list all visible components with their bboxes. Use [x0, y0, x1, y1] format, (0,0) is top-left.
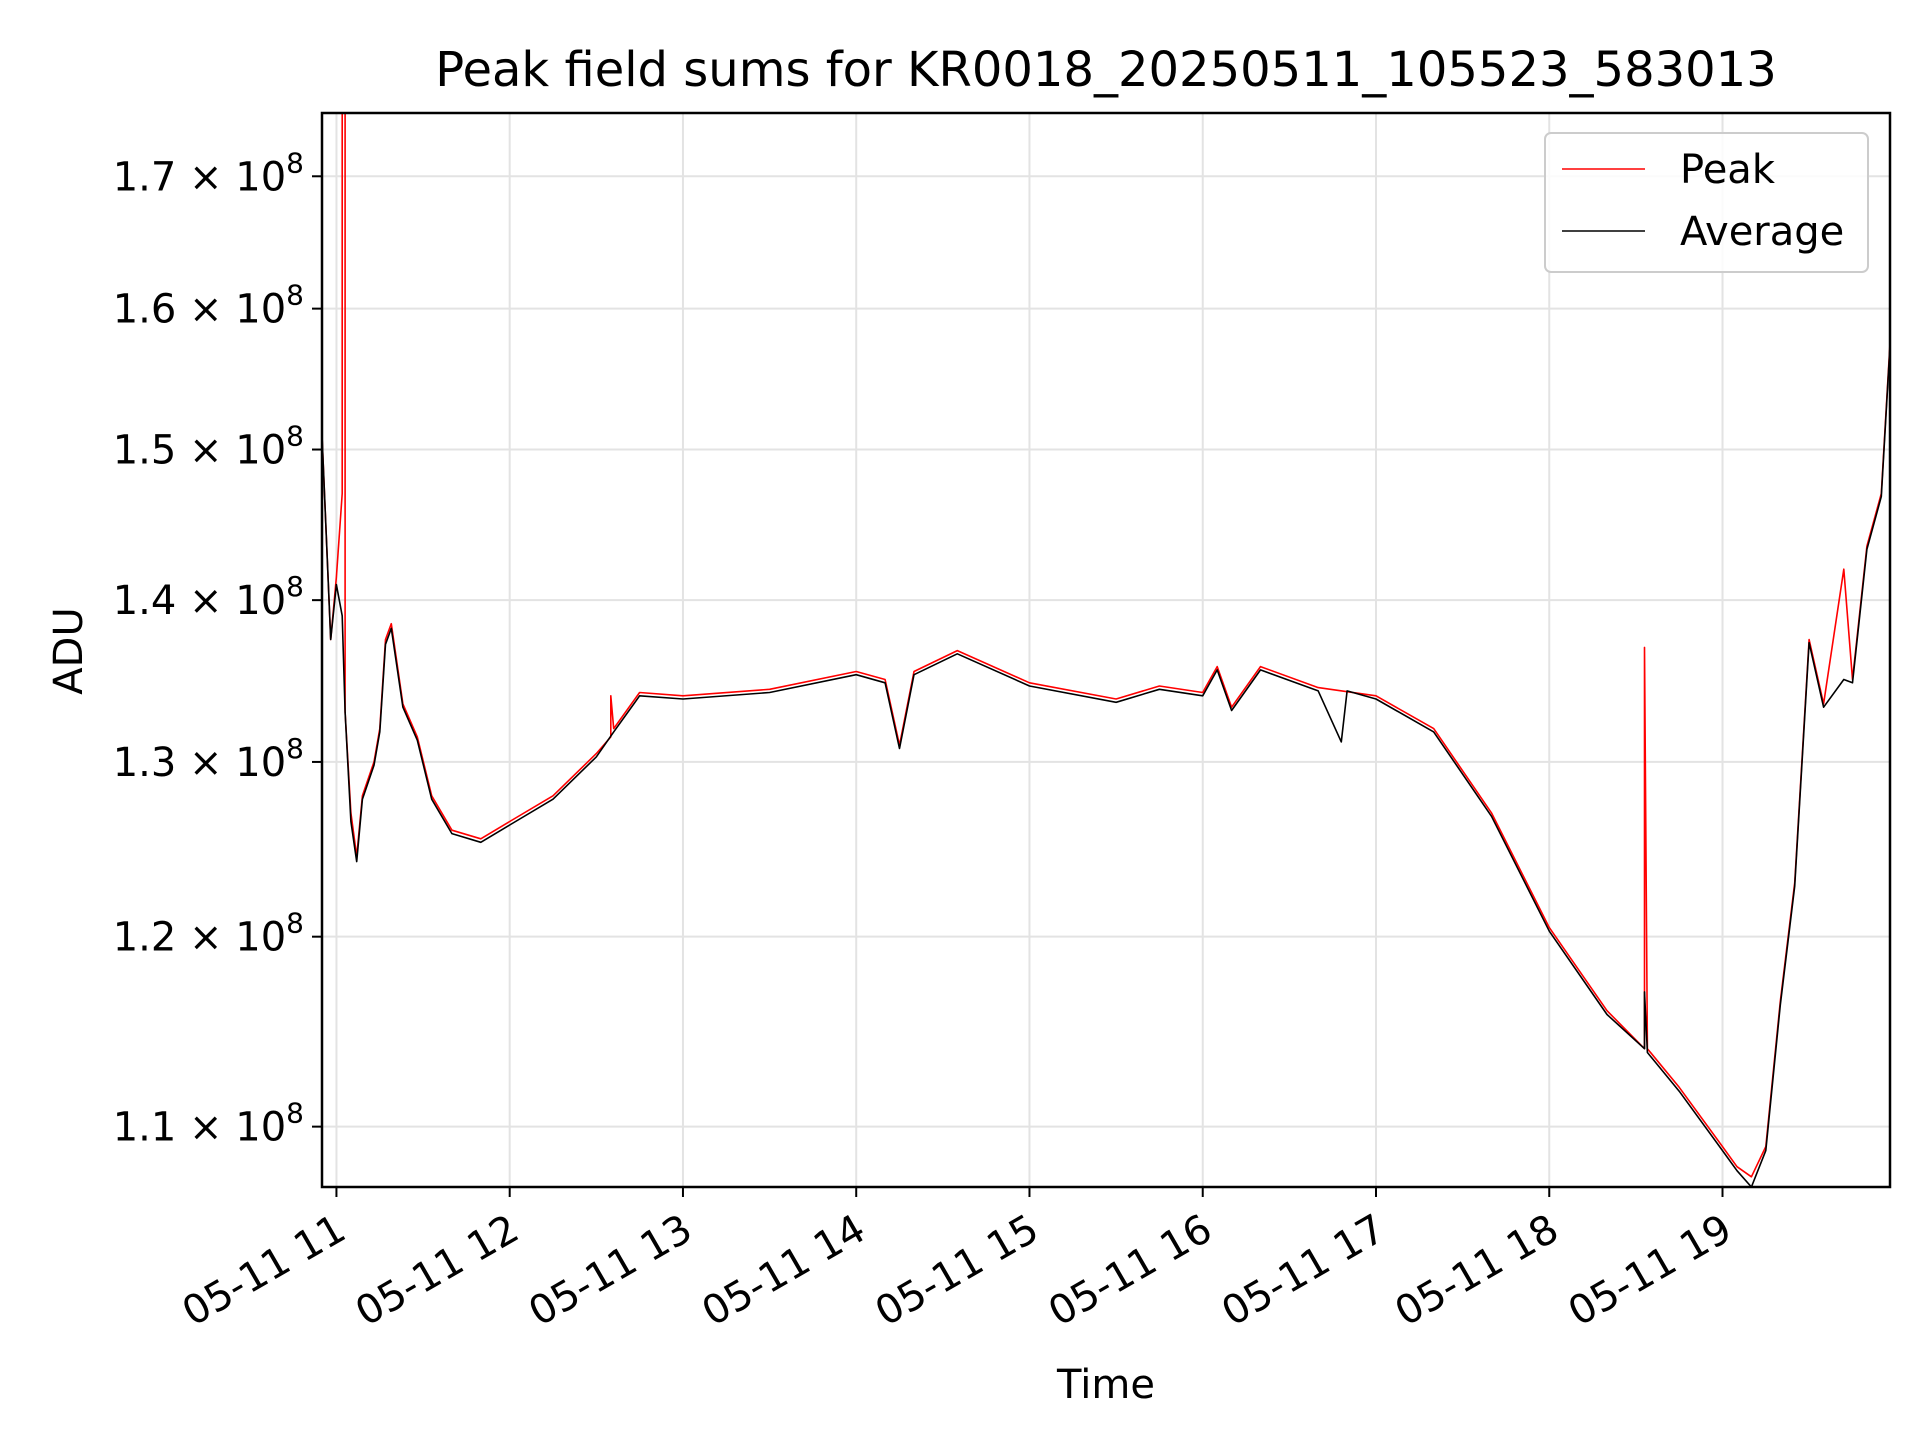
series-layer: [322, 113, 1890, 1187]
y-tick-exponent: 8: [286, 146, 304, 179]
y-tick-mantissa: 1.2: [113, 915, 177, 961]
y-tick-exponent: 8: [286, 420, 304, 453]
y-tick-base: 10: [235, 915, 286, 961]
y-tick-label: 1.5 × 108: [113, 420, 304, 474]
y-tick-label: 1.7 × 108: [113, 146, 304, 200]
y-tick-base: 10: [235, 428, 286, 474]
legend: Peak Average: [1544, 132, 1869, 273]
legend-box: [1544, 132, 1869, 273]
y-tick-base: 10: [235, 578, 286, 624]
legend-peak-label: Peak: [1680, 147, 1776, 193]
y-tick-exponent: 8: [286, 279, 304, 312]
y-tick-label: 1.4 × 108: [113, 570, 304, 624]
y-tick-base: 10: [235, 1105, 286, 1151]
y-tick-label: 1.3 × 108: [113, 732, 304, 786]
y-tick-times: ×: [176, 578, 235, 624]
y-tick-exponent: 8: [286, 732, 304, 765]
y-tick-times: ×: [176, 154, 235, 200]
series-average-line: [322, 345, 1890, 1187]
y-tick-times: ×: [176, 1105, 235, 1151]
y-tick-exponent: 8: [286, 907, 304, 940]
y-tick-mantissa: 1.6: [113, 287, 177, 333]
y-tick-times: ×: [176, 740, 235, 786]
x-axis-title: Time: [1056, 1362, 1155, 1408]
y-axis-title: ADU: [46, 607, 92, 694]
y-tick-mantissa: 1.7: [113, 154, 177, 200]
plot-frame: [320, 111, 1892, 1189]
y-tick-label: 1.6 × 108: [113, 279, 304, 333]
y-tick-mantissa: 1.1: [113, 1105, 177, 1151]
chart-title: Peak field sums for KR0018_20250511_1055…: [435, 42, 1777, 98]
y-tick-base: 10: [235, 154, 286, 200]
y-tick-times: ×: [176, 915, 235, 961]
y-tick-exponent: 8: [286, 570, 304, 603]
y-tick-base: 10: [235, 740, 286, 786]
y-tick-times: ×: [176, 428, 235, 474]
y-tick-mantissa: 1.4: [113, 578, 177, 624]
y-tick-label: 1.1 × 108: [113, 1097, 304, 1151]
legend-average-label: Average: [1680, 209, 1844, 255]
y-tick-exponent: 8: [286, 1097, 304, 1130]
y-tick-mantissa: 1.5: [113, 428, 177, 474]
y-tick-mantissa: 1.3: [113, 740, 177, 786]
y-tick-base: 10: [235, 287, 286, 333]
grid: [322, 113, 1890, 1187]
y-tick-times: ×: [176, 287, 235, 333]
y-tick-label: 1.2 × 108: [113, 907, 304, 961]
